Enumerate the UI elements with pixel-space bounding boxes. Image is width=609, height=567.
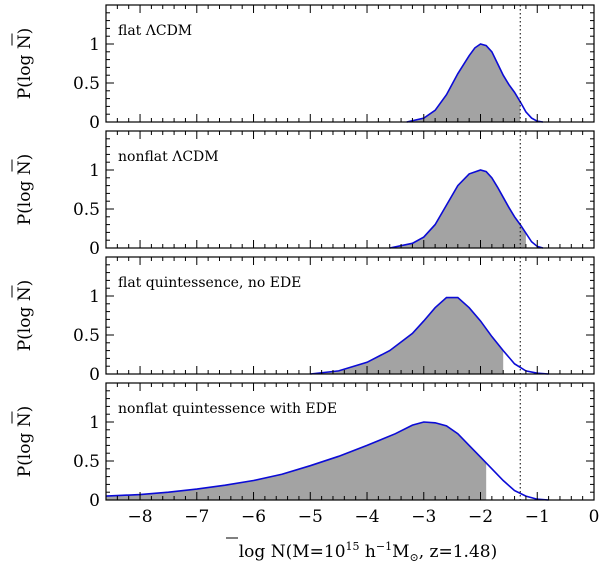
- panel-2: 0 0.5 1 nonflat ΛCDM P(log N): [11, 130, 595, 259]
- panel-1: 0 0.5 1 flat ΛCDM P(log N): [11, 4, 595, 133]
- y-label-n: N: [15, 160, 35, 175]
- y-axis-label: P(log N): [15, 406, 35, 478]
- y-tick-label: 0: [89, 491, 100, 511]
- y-label-suffix: ): [15, 280, 35, 287]
- x-label-n: N: [271, 542, 286, 562]
- panel-label: nonflat ΛCDM: [118, 149, 219, 165]
- y-tick-label: 1: [89, 287, 100, 307]
- x-tick-label: −2: [468, 507, 493, 527]
- y-label-prefix: P(log: [15, 49, 35, 99]
- x-label-log: log: [239, 542, 271, 562]
- shaded-area: [389, 170, 526, 248]
- panel-4: 0 0.5 1 nonflat quintessence with EDE P(log …: [11, 382, 595, 511]
- y-tick-label: 0: [89, 113, 100, 133]
- y-label-suffix: ): [15, 28, 35, 35]
- shaded-area: [310, 297, 504, 374]
- panel-label: flat ΛCDM: [118, 23, 192, 39]
- x-label-h: h: [360, 542, 376, 562]
- probability-curve: [389, 169, 544, 249]
- y-axis-label: P(log N): [15, 28, 35, 100]
- panel-frame: [105, 130, 595, 249]
- shaded-area: [106, 422, 487, 500]
- probability-curve: [310, 296, 549, 375]
- y-label-suffix: ): [15, 406, 35, 413]
- y-label-n: N: [15, 34, 35, 49]
- x-tick-label: −5: [298, 507, 323, 527]
- x-axis-label: log N(M=1015 h−1M⊙, z=1.48): [239, 540, 497, 564]
- y-tick-label: 0.5: [73, 74, 100, 94]
- x-tick-labels: −8 −7 −6 −5 −4 −3 −2 −1 0: [128, 507, 600, 527]
- y-tick-label: 0: [89, 365, 100, 385]
- x-label-open: (M=10: [286, 542, 346, 562]
- y-label-n: N: [15, 286, 35, 301]
- y-tick-label: 1: [89, 35, 100, 55]
- y-label-prefix: P(log: [15, 175, 35, 225]
- y-label-suffix: ): [15, 154, 35, 161]
- x-label-exp: 15: [346, 540, 360, 553]
- chart-panels: 0 0.5 1 flat ΛCDM P(log N) 0 0.5 1 nonflat ΛCDM P…: [11, 4, 595, 511]
- x-label-end: , z=1.48): [419, 542, 498, 562]
- shaded-area: [406, 44, 521, 122]
- y-tick-label: 0.5: [73, 200, 100, 220]
- y-tick-label: 0.5: [73, 452, 100, 472]
- x-tick-label: 0: [589, 507, 600, 527]
- y-tick-label: 0.5: [73, 326, 100, 346]
- probability-curve: [105, 421, 549, 501]
- x-label-m: M: [392, 542, 409, 562]
- panel-label: nonflat quintessence with EDE: [118, 401, 337, 417]
- x-label-hexp: −1: [376, 540, 392, 553]
- y-tick-label: 1: [89, 413, 100, 433]
- panel-3: 0 0.5 1 flat quintessence, no EDE P(log N): [11, 256, 595, 385]
- y-axis-label: P(log N): [15, 154, 35, 226]
- y-tick-label: 1: [89, 161, 100, 181]
- probability-curve: [406, 43, 544, 123]
- x-tick-label: −3: [411, 507, 436, 527]
- x-tick-label: −7: [184, 507, 209, 527]
- panel-frame: [105, 4, 595, 123]
- y-tick-label: 0: [89, 239, 100, 259]
- x-tick-label: −4: [354, 507, 379, 527]
- y-label-prefix: P(log: [15, 427, 35, 477]
- panel-label: flat quintessence, no EDE: [118, 275, 301, 291]
- x-tick-label: −6: [241, 507, 266, 527]
- panel-frame: [105, 382, 595, 501]
- y-label-prefix: P(log: [15, 301, 35, 351]
- y-label-n: N: [15, 412, 35, 427]
- y-axis-label: P(log N): [15, 280, 35, 352]
- x-tick-label: −1: [525, 507, 550, 527]
- x-tick-label: −8: [128, 507, 153, 527]
- panel-frame: [105, 256, 595, 375]
- x-label-sun: ⊙: [410, 551, 419, 564]
